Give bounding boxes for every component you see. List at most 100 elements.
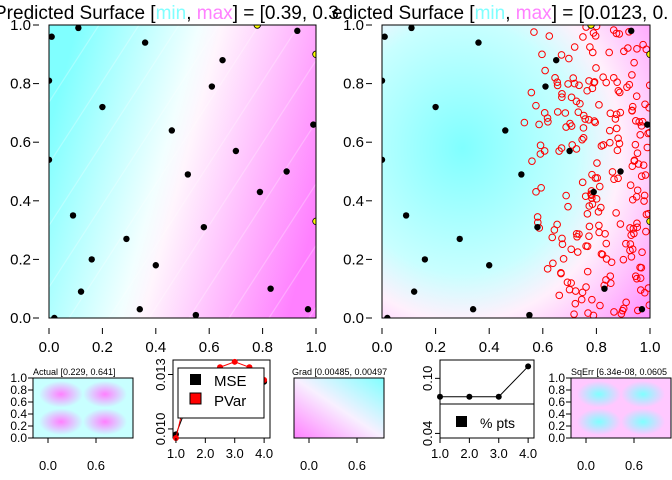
candidate-point [636, 286, 645, 294]
candidate-point [585, 77, 593, 85]
title-min: min [475, 3, 506, 24]
candidate-point [544, 117, 552, 126]
candidate-point [616, 220, 625, 228]
data-point [294, 27, 301, 35]
surface-right-fill [382, 25, 650, 318]
x-tick-label: 0.6 [532, 339, 553, 356]
candidate-point [567, 245, 576, 254]
surface-right-candidates [520, 25, 650, 318]
y-tick-label: 0.0 [10, 431, 27, 445]
candidate-point [590, 117, 599, 125]
data-point [219, 56, 226, 64]
candidate-point [558, 90, 566, 98]
y-tick-label: 0.8 [548, 383, 565, 397]
contour-band [49, 25, 100, 104]
candidate-point [558, 240, 567, 249]
data-point [534, 223, 541, 231]
series-point [495, 393, 502, 400]
candidate-point [528, 157, 536, 165]
highlight-point [646, 217, 650, 226]
candidate-point [535, 120, 543, 129]
candidate-point [623, 83, 631, 91]
data-point [553, 56, 560, 64]
surface-left-frame [48, 24, 317, 319]
data-point [75, 25, 82, 32]
candidate-point [545, 32, 554, 40]
candidate-point [520, 118, 529, 127]
pct-pts-legend: % pts [439, 403, 535, 439]
y-tick-label: 1.0 [343, 17, 364, 34]
x-tick-label: 1.0 [306, 339, 327, 356]
title-suffix: ] = [0.39, 0.3 [233, 3, 339, 24]
candidate-point [642, 227, 650, 236]
data-point [88, 256, 95, 263]
title-max: max [197, 3, 233, 24]
candidate-point [598, 250, 607, 259]
candidate-point [570, 310, 578, 318]
data-point [232, 147, 240, 155]
data-point [136, 306, 143, 313]
candidate-point [588, 200, 597, 208]
heatmap-blob [577, 381, 621, 408]
y-tick-label: 0.10 [420, 366, 435, 391]
candidate-point [599, 73, 607, 82]
candidate-point [638, 248, 646, 257]
y-tick-label: 0.2 [10, 419, 27, 433]
y-tick-label: 0.010 [153, 413, 168, 446]
data-point [184, 171, 192, 178]
title-max: max [516, 3, 552, 24]
title-min: min [156, 3, 187, 24]
candidate-point [644, 129, 650, 138]
data-point [382, 156, 386, 163]
candidate-point [571, 299, 580, 308]
x-tick-label: 0.6 [348, 458, 366, 473]
surface-left-title: Predicted Surface [min, max] = [0.39, 0.… [0, 3, 339, 24]
candidate-point [633, 149, 642, 157]
candidate-point [626, 246, 634, 255]
data-point [518, 171, 525, 178]
candidate-point [578, 135, 586, 144]
actual-title: Actual [0.229, 0.641] [33, 367, 116, 377]
data-point [77, 288, 85, 295]
actual-axes: 0.0 0.60.00.20.40.60.81.0 [10, 371, 105, 473]
y-tick-label: 1.0 [10, 371, 27, 385]
data-point [384, 314, 391, 318]
y-tick-label: 0.6 [548, 395, 565, 409]
data-point [49, 77, 53, 84]
candidate-point [527, 88, 536, 97]
candidate-point [624, 44, 632, 52]
series-point [437, 393, 443, 400]
candidate-point [610, 308, 618, 316]
sqerr-panel: SqErr [6.34e-08, 0.0605 0.0 0.60.00.20.40… [548, 367, 672, 473]
data-point [617, 168, 624, 175]
data-point [49, 33, 55, 40]
candidate-point [538, 50, 546, 59]
data-point [638, 306, 646, 313]
data-point [590, 188, 597, 196]
contour-band [49, 25, 180, 227]
candidate-point [541, 66, 549, 75]
candidate-point [595, 182, 604, 191]
candidate-point [558, 93, 566, 102]
candidate-point [553, 78, 562, 86]
candidate-point [561, 109, 570, 117]
data-point [402, 212, 410, 219]
y-tick-label: 0.6 [10, 395, 27, 409]
actual-heatmap [33, 378, 133, 438]
candidate-point [574, 108, 583, 116]
x-tick-label: 0.8 [586, 339, 607, 356]
candidate-point [564, 202, 572, 211]
data-point [310, 121, 316, 128]
actual-panel: Actual [0.229, 0.641] 0.0 0.60.00.20.40.6… [10, 367, 134, 473]
candidate-point [579, 33, 587, 41]
x-tick-label: 2.0 [196, 446, 214, 461]
candidate-point [633, 219, 641, 228]
candidate-point [550, 226, 559, 234]
candidate-point [626, 181, 635, 190]
candidate-point [581, 115, 589, 123]
data-point [542, 83, 549, 90]
candidate-point [606, 272, 615, 280]
data-point [69, 212, 77, 219]
x-tick-label: 0.4 [145, 339, 166, 356]
y-tick-label: 0.8 [10, 383, 27, 397]
